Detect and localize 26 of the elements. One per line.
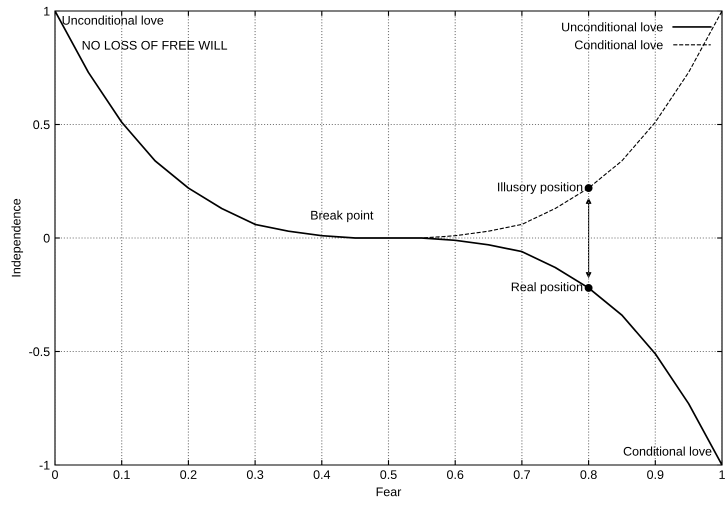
annotation: Illusory position <box>498 182 582 194</box>
y-tick-label: 0.5 <box>33 120 50 130</box>
annotation: Break point <box>311 210 374 222</box>
x-tick-label: 0.1 <box>114 470 130 480</box>
legend-label: Conditional love <box>574 40 663 50</box>
annotation: Unconditional love <box>62 16 164 25</box>
x-tick-label: 0.4 <box>314 470 330 480</box>
y-tick-label: -1 <box>40 460 50 470</box>
x-tick-label: 1 <box>719 470 725 479</box>
y-tick-label: -0.5 <box>29 347 50 356</box>
x-tick-label: 0.5 <box>380 470 397 480</box>
annotation: Real position <box>512 282 582 294</box>
annotation: Conditional love <box>624 446 712 456</box>
y-axis-title: Independence <box>11 198 24 276</box>
x-tick-label: 0.3 <box>246 470 264 480</box>
x-tick-label: 0.2 <box>180 470 196 480</box>
y-tick-label: 0 <box>44 234 50 243</box>
x-tick-label: 0 <box>52 470 58 480</box>
x-tick-label: 0.9 <box>647 470 664 480</box>
x-tick-label: 0.7 <box>514 470 530 480</box>
x-tick-label: 0.6 <box>447 470 464 480</box>
x-tick-label: 0.8 <box>580 470 597 480</box>
legend-label: Unconditional love <box>562 22 663 32</box>
annotation: NO LOSS OF FREE WILL <box>82 40 228 50</box>
x-axis-title: Fear <box>376 488 402 496</box>
y-tick-label: 1 <box>44 6 50 16</box>
